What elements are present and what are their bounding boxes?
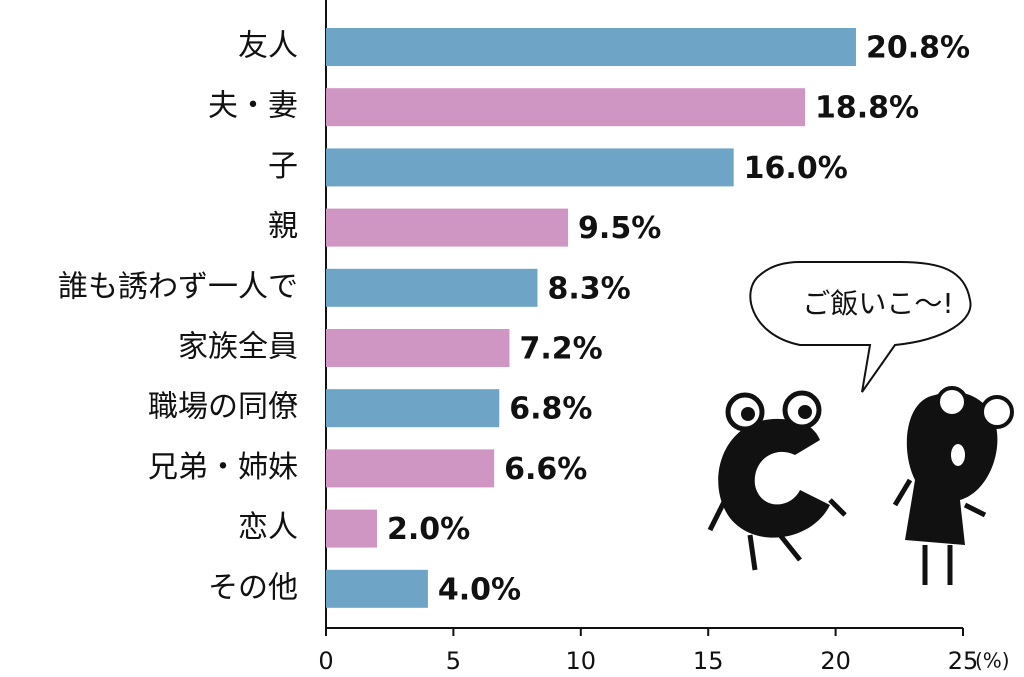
bar	[326, 88, 806, 127]
bar	[326, 329, 510, 367]
category-label: 職場の同僚	[148, 390, 298, 425]
x-tick-label: 25	[948, 647, 979, 675]
value-label: 2.0%	[387, 512, 470, 547]
bar	[326, 268, 538, 307]
value-label: 6.8%	[509, 392, 592, 427]
speech-bubble	[749, 261, 972, 393]
bar	[326, 389, 500, 428]
mascot-c	[707, 390, 847, 571]
bar	[326, 28, 856, 66]
bar	[326, 449, 495, 488]
bar	[326, 208, 569, 247]
value-label: 9.5%	[578, 211, 661, 246]
x-unit: (%)	[975, 649, 1010, 673]
x-tick-label: 0	[318, 647, 333, 675]
mascot-p	[892, 386, 1014, 585]
value-label: 18.8%	[815, 91, 919, 126]
value-label: 8.3%	[547, 271, 630, 306]
x-tick-label: 20	[820, 647, 851, 675]
value-label: 20.8%	[866, 31, 970, 66]
category-label: 家族全員	[178, 330, 298, 365]
value-label: 6.6%	[504, 452, 587, 487]
x-tick-label: 15	[693, 647, 724, 675]
category-label: 恋人	[238, 510, 298, 545]
x-tick-label: 5	[446, 647, 461, 675]
category-label: 夫・妻	[208, 89, 298, 124]
bar	[326, 569, 428, 608]
annotation: ご飯いこ〜!	[802, 287, 953, 320]
category-label: 友人	[238, 29, 298, 64]
category-label: その他	[208, 570, 298, 605]
value-label: 7.2%	[519, 332, 602, 367]
category-label: 兄弟・姉妹	[148, 450, 298, 485]
value-label: 16.0%	[744, 151, 848, 186]
x-tick-label: 10	[566, 647, 597, 675]
bar	[326, 509, 377, 548]
category-label: 親	[268, 209, 298, 244]
category-label: 誰も誘わず一人で	[58, 269, 298, 304]
bar	[326, 148, 734, 187]
category-label: 子	[268, 149, 298, 184]
value-label: 4.0%	[438, 572, 521, 607]
